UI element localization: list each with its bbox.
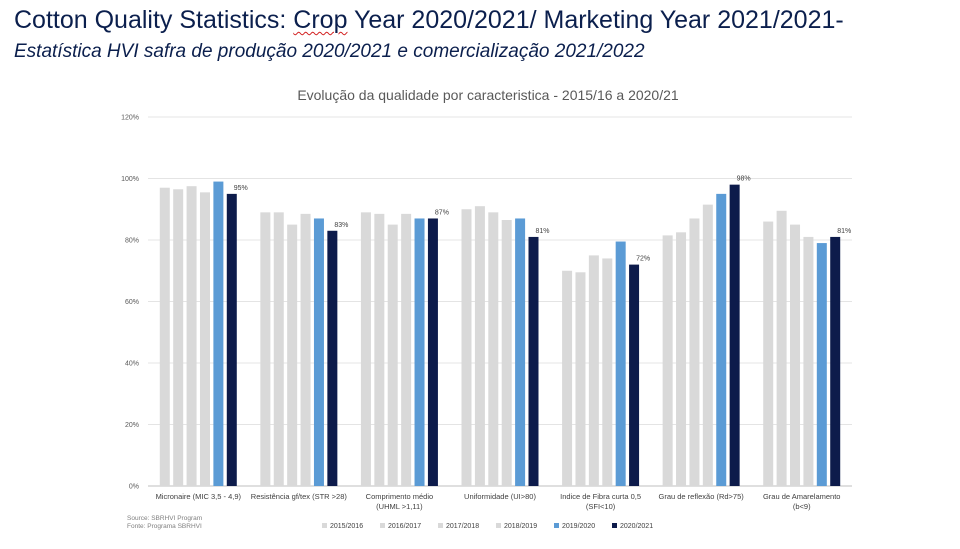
slide-subtitle: Estatística HVI safra de produção 2020/2… [14, 41, 645, 62]
legend-label: 2020/2021 [620, 523, 653, 530]
bar-2019-2020 [615, 241, 626, 486]
bar-2019-2020 [816, 243, 827, 486]
y-tick-label: 100% [121, 176, 139, 183]
bar-2020-2021 [427, 218, 438, 486]
bar-2018-2019 [501, 220, 512, 486]
slide-title-crop: Crop [293, 6, 348, 34]
data-label: 83% [334, 222, 348, 229]
bar-2019-2020 [716, 193, 727, 486]
bar-2016-2017 [474, 206, 485, 487]
bar-2017-2018 [488, 212, 499, 486]
legend-swatch [322, 523, 327, 528]
bar-2018-2019 [199, 192, 210, 486]
bar-2017-2018 [186, 186, 197, 486]
bar-2018-2019 [803, 236, 814, 486]
bar-2020-2021 [629, 264, 640, 486]
category-label: (SFI<10) [586, 502, 616, 511]
bar-2017-2018 [689, 218, 700, 486]
data-label: 81% [837, 228, 851, 235]
legend-swatch [438, 523, 443, 528]
y-axis-ticks: 0% 20% 40% 60% 80% 100% 120% [121, 115, 139, 491]
bar-2020-2021 [729, 184, 740, 486]
category-label: Grau de reflexão (Rd>75) [659, 492, 745, 501]
y-tick-label: 20% [125, 422, 139, 429]
bar-2016-2017 [575, 272, 586, 486]
bar-2020-2021 [830, 236, 841, 486]
legend-label: 2019/2020 [562, 523, 595, 530]
legend-swatch [612, 523, 617, 528]
bars [159, 181, 841, 487]
source-line-2: Fonte: Programa SBRHVI [127, 523, 202, 530]
category-label: (UHML >1,11) [376, 502, 423, 511]
bar-2017-2018 [588, 255, 599, 486]
bar-2018-2019 [702, 204, 713, 486]
bar-2020-2021 [226, 193, 237, 486]
bar-2016-2017 [173, 189, 184, 486]
bar-2015-2016 [562, 270, 573, 486]
legend-swatch [496, 523, 501, 528]
bar-2017-2018 [790, 224, 801, 486]
bar-2019-2020 [213, 181, 224, 486]
bar-2016-2017 [374, 213, 385, 487]
data-labels: 95% 83% 87% 81% 72% 98% 81% [234, 176, 851, 263]
bar-2020-2021 [327, 230, 338, 486]
grid-lines [148, 116, 852, 487]
category-label: Uniformidade (UI>80) [464, 492, 536, 501]
bar-2018-2019 [401, 213, 412, 487]
legend-swatch [380, 523, 385, 528]
y-tick-label: 80% [125, 238, 139, 245]
data-label: 98% [737, 176, 751, 183]
bar-2019-2020 [414, 218, 425, 486]
bar-2019-2020 [313, 218, 324, 486]
legend-label: 2017/2018 [446, 523, 479, 530]
bar-2015-2016 [260, 212, 271, 486]
source-line-1: Source: SBRHVI Program [127, 515, 202, 522]
slide-title: Cotton Quality Statistics: Crop Year 202… [14, 6, 844, 35]
bar-2017-2018 [287, 224, 298, 486]
category-label: Resistência gf/tex (STR >28) [251, 492, 348, 501]
category-label: Grau de Amarelamento [763, 492, 841, 501]
slide-title-start: Cotton Quality Statistics: [14, 6, 294, 34]
bar-2015-2016 [159, 187, 170, 486]
chart-title: Evolução da qualidade por caracteristica… [297, 87, 679, 103]
category-label: (b<9) [793, 502, 811, 511]
bar-2017-2018 [387, 224, 398, 486]
data-label: 95% [234, 185, 248, 192]
data-label: 87% [435, 209, 449, 216]
data-label: 81% [535, 228, 549, 235]
legend-label: 2015/2016 [330, 523, 363, 530]
bar-2016-2017 [676, 232, 687, 486]
legend-label: 2016/2017 [388, 523, 421, 530]
bar-2015-2016 [763, 221, 774, 487]
bar-2020-2021 [528, 236, 539, 486]
bar-2015-2016 [360, 212, 371, 486]
bar-2016-2017 [273, 212, 284, 486]
bar-2015-2016 [662, 235, 673, 486]
category-labels: Micronaire (MIC 3,5 - 4,9) Resistência gf… [156, 492, 841, 511]
legend-swatch [554, 523, 559, 528]
data-label: 72% [636, 256, 650, 263]
y-tick-label: 40% [125, 361, 139, 368]
bar-2015-2016 [461, 209, 472, 486]
category-label: Micronaire (MIC 3,5 - 4,9) [156, 492, 242, 501]
y-tick-label: 60% [125, 299, 139, 306]
bar-2018-2019 [300, 213, 311, 487]
legend-label: 2018/2019 [504, 523, 537, 530]
bar-2019-2020 [515, 218, 526, 486]
bar-2018-2019 [602, 258, 613, 486]
y-tick-label: 0% [129, 484, 139, 491]
y-tick-label: 120% [121, 115, 139, 122]
bar-2016-2017 [776, 210, 787, 486]
category-label: Comprimento médio [366, 492, 434, 501]
category-label: Indice de Fibra curta 0,5 [560, 492, 641, 501]
legend: 2015/2016 2016/2017 2017/2018 2018/2019 2019… [322, 523, 653, 530]
slide-title-end: Year 2020/2021/ Marketing Year 2021/2021… [347, 6, 844, 34]
